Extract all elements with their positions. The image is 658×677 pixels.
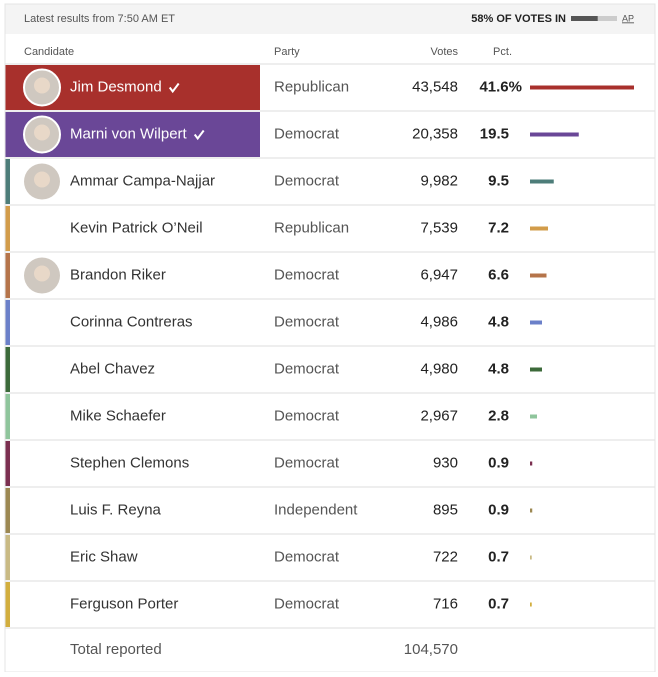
photo-face <box>34 171 50 188</box>
party: Independent <box>274 501 358 518</box>
photo-face <box>34 265 50 282</box>
votes: 7,539 <box>420 219 458 236</box>
pct-bar <box>530 179 554 184</box>
latest-time: Latest results from 7:50 AM ET <box>24 13 175 25</box>
party-strip <box>5 65 10 110</box>
candidate-name: Stephen Clemons <box>70 454 189 471</box>
party-strip <box>5 300 10 345</box>
votes-in: 58% OF VOTES IN <box>471 13 566 25</box>
party: Democrat <box>274 454 340 471</box>
pct-bar <box>530 414 537 419</box>
party: Democrat <box>274 407 340 424</box>
total-votes: 104,570 <box>404 641 458 658</box>
pct: 7.2 <box>488 219 509 236</box>
pct: 19.5 <box>480 125 509 142</box>
party: Democrat <box>274 172 340 189</box>
header-bar <box>5 4 655 34</box>
pct: 6.6 <box>488 266 509 283</box>
col-header: Party <box>274 46 300 58</box>
party: Democrat <box>274 313 340 330</box>
votes: 4,980 <box>420 360 458 377</box>
candidate-name: Ammar Campa-Najjar <box>70 172 215 189</box>
votes: 43,548 <box>412 78 458 95</box>
pct-bar <box>530 461 533 466</box>
pct-bar <box>530 226 548 231</box>
pct-bar <box>530 555 532 560</box>
candidate-name: Ferguson Porter <box>70 595 178 612</box>
candidate-name: Luis F. Reyna <box>70 501 162 518</box>
candidate-name: Eric Shaw <box>70 548 138 565</box>
col-header: Pct. <box>493 46 512 58</box>
pct-bar <box>530 85 634 90</box>
photo-face <box>34 77 50 94</box>
pct-bar <box>530 320 542 325</box>
party-strip <box>5 347 10 392</box>
winner-check <box>168 82 180 94</box>
votes: 2,967 <box>420 407 458 424</box>
votes: 20,358 <box>412 125 458 142</box>
party-strip <box>5 159 10 204</box>
candidate-name: Kevin Patrick O’Neil <box>70 219 203 236</box>
party: Democrat <box>274 548 340 565</box>
votes: 716 <box>433 595 458 612</box>
pct-bar <box>530 508 533 513</box>
col-header: Votes <box>430 46 458 58</box>
candidate-name: Abel Chavez <box>70 360 155 377</box>
votes: 4,986 <box>420 313 458 330</box>
pct: 0.9 <box>488 454 509 471</box>
source[interactable]: AP <box>622 13 634 23</box>
candidate-name: Brandon Riker <box>70 266 166 283</box>
party: Democrat <box>274 266 340 283</box>
pct: 4.8 <box>488 360 509 377</box>
pct: 0.7 <box>488 595 509 612</box>
candidate-name: Jim Desmond <box>70 78 162 95</box>
party-strip <box>5 488 10 533</box>
party: Democrat <box>274 595 340 612</box>
party-strip <box>5 582 10 627</box>
total-label: Total reported <box>70 641 162 658</box>
party-strip <box>5 206 10 251</box>
votes: 6,947 <box>420 266 458 283</box>
pct: 4.8 <box>488 313 509 330</box>
col-header: Candidate <box>24 46 74 58</box>
winner-check <box>193 129 205 141</box>
photo-face <box>34 124 50 141</box>
party: Democrat <box>274 360 340 377</box>
candidate-name: Marni von Wilpert <box>70 125 188 142</box>
pct: 9.5 <box>488 172 509 189</box>
pct-bar <box>530 602 532 607</box>
pct: 0.7 <box>488 548 509 565</box>
pct-bar <box>530 132 579 137</box>
party-strip <box>5 441 10 486</box>
party-strip <box>5 253 10 298</box>
candidate-name: Corinna Contreras <box>70 313 193 330</box>
votes: 9,982 <box>420 172 458 189</box>
votes: 895 <box>433 501 458 518</box>
party-strip <box>5 394 10 439</box>
pct-bar <box>530 273 547 278</box>
party-strip <box>5 112 10 157</box>
pct: 2.8 <box>488 407 509 424</box>
pct: 0.9 <box>488 501 509 518</box>
pct: 41.6% <box>479 78 522 95</box>
pct-bar <box>530 367 542 372</box>
votes: 722 <box>433 548 458 565</box>
party: Republican <box>274 78 349 95</box>
progress-fill <box>571 16 598 21</box>
party: Democrat <box>274 125 340 142</box>
party-strip <box>5 535 10 580</box>
votes: 930 <box>433 454 458 471</box>
party: Republican <box>274 219 349 236</box>
candidate-name: Mike Schaefer <box>70 407 166 424</box>
